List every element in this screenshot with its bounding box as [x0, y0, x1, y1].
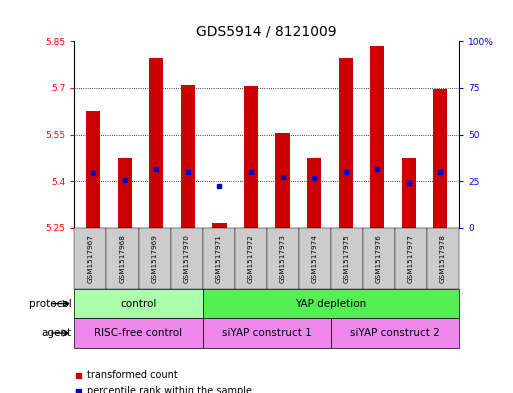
Bar — [149, 59, 164, 228]
Text: protocol: protocol — [29, 299, 72, 309]
Text: percentile rank within the sample: percentile rank within the sample — [87, 386, 252, 393]
Text: GSM1517970: GSM1517970 — [184, 234, 190, 283]
Bar — [402, 158, 416, 228]
Bar — [275, 133, 290, 228]
Bar — [339, 59, 353, 228]
Text: ■: ■ — [74, 387, 82, 393]
Text: GSM1517975: GSM1517975 — [344, 234, 350, 283]
Bar — [244, 86, 258, 228]
Text: GSM1517971: GSM1517971 — [215, 234, 222, 283]
Bar — [370, 46, 384, 228]
Text: control: control — [121, 299, 156, 309]
Title: GDS5914 / 8121009: GDS5914 / 8121009 — [196, 25, 337, 39]
Text: GSM1517972: GSM1517972 — [248, 234, 254, 283]
Text: agent: agent — [42, 328, 72, 338]
Bar — [86, 111, 101, 228]
Bar — [307, 158, 321, 228]
Text: GSM1517977: GSM1517977 — [408, 234, 414, 283]
Text: GSM1517974: GSM1517974 — [312, 234, 318, 283]
Text: ■: ■ — [74, 371, 82, 380]
Text: YAP depletion: YAP depletion — [295, 299, 366, 309]
Text: siYAP construct 1: siYAP construct 1 — [222, 328, 311, 338]
Bar — [118, 158, 132, 228]
Text: GSM1517969: GSM1517969 — [151, 234, 157, 283]
Text: transformed count: transformed count — [87, 370, 178, 380]
Text: GSM1517973: GSM1517973 — [280, 234, 286, 283]
Bar — [181, 85, 195, 228]
Bar — [212, 223, 227, 228]
Text: GSM1517967: GSM1517967 — [87, 234, 93, 283]
Text: siYAP construct 2: siYAP construct 2 — [350, 328, 440, 338]
Text: GSM1517968: GSM1517968 — [120, 234, 126, 283]
Text: GSM1517978: GSM1517978 — [440, 234, 446, 283]
Text: GSM1517976: GSM1517976 — [376, 234, 382, 283]
Bar — [433, 90, 447, 228]
Text: RISC-free control: RISC-free control — [94, 328, 183, 338]
